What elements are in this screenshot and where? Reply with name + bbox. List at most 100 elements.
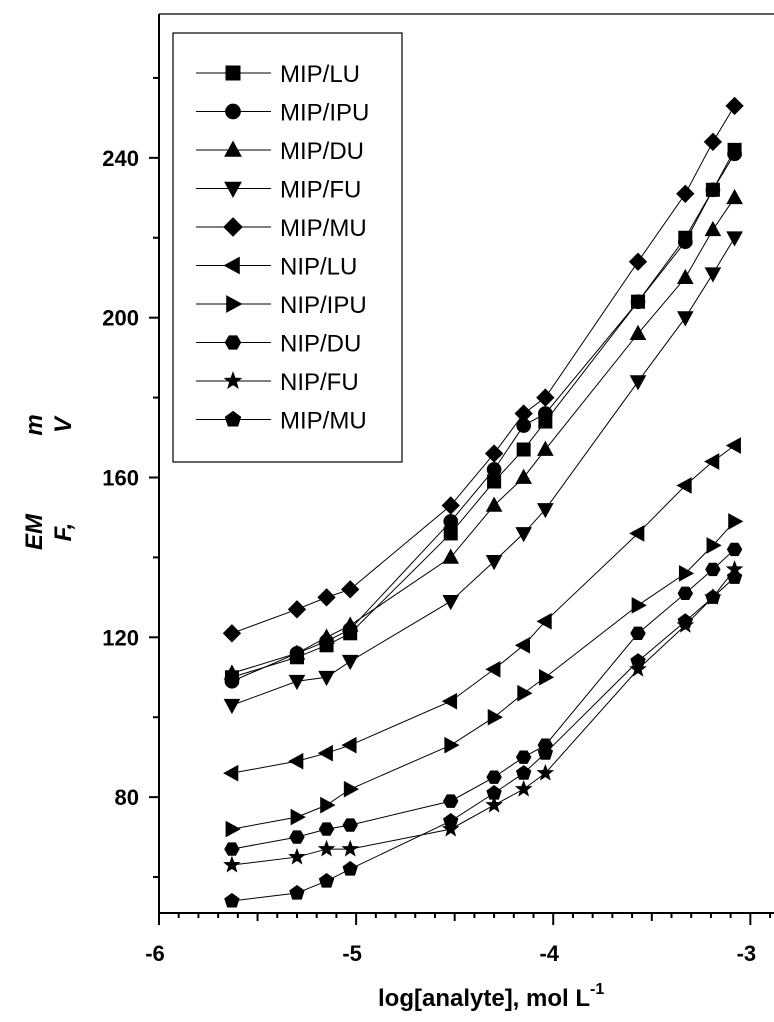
data-point-series-6 [223,764,239,782]
data-point-series-4 [515,527,532,543]
series-line-8 [231,549,735,850]
y-tick-label: 240 [102,146,139,171]
data-point-series-8 [726,542,743,557]
data-point-series-10 [289,884,305,900]
data-point-series-10 [537,745,554,760]
series-line-10 [231,577,735,902]
data-point-series-8 [486,770,502,784]
data-point-series-6 [514,636,531,654]
data-point-series-5 [536,388,555,407]
data-point-series-3 [318,628,335,644]
data-point-series-4 [537,503,554,519]
data-point-series-7 [631,597,647,614]
legend-label: MIP/LU [280,61,360,88]
data-point-series-10 [515,765,532,780]
x-tick-label: -5 [342,941,362,966]
data-point-series-7 [343,780,360,798]
data-point-series-9 [341,839,359,857]
data-point-series-6 [441,692,458,710]
data-point-series-4 [223,698,241,715]
axes: 80 120 160 200 240 -6 -5 -4 -3 [102,13,774,966]
data-point-series-3 [629,324,647,340]
data-point-series-2 [443,514,459,529]
legend-label: NIP/IPU [280,292,367,319]
data-point-series-9 [317,839,336,857]
legend-marker [224,181,242,198]
data-point-series-9 [536,763,555,781]
data-point-series-5 [341,580,360,599]
series-markers [222,96,744,908]
legend-marker [226,295,243,313]
data-point-series-3 [537,440,554,456]
x-axis-title: log[analyte], mol L-1 [378,981,604,1012]
legend-marker [224,410,242,427]
data-point-series-10 [486,785,502,800]
data-point-series-10 [318,872,335,888]
legend-label: MIP/IPU [280,100,369,127]
legend: MIP/LU MIP/IPU MIP/DU MIP/FU MIP/MU NIP/LU NIP… [172,32,403,463]
data-point-series-4 [704,267,722,283]
data-point-series-1 [443,526,458,541]
data-point-series-3 [485,496,503,512]
data-point-series-7 [706,537,722,554]
y-axis-title-part-2: F, [50,523,77,542]
y-tick-label: 160 [102,465,139,490]
data-point-series-8 [630,626,646,641]
data-point-series-3 [288,644,306,660]
data-point-series-4 [341,654,359,671]
legend-label: NIP/DU [280,331,361,358]
data-point-series-5 [725,96,744,116]
legend-label: MIP/MU [280,408,367,435]
legend-label: NIP/LU [280,254,357,281]
data-point-series-7 [225,820,241,838]
legend-marker [225,65,241,81]
data-point-series-6 [341,736,357,754]
data-point-series-9 [485,795,503,813]
data-point-series-7 [487,708,503,726]
data-point-series-8 [677,586,694,601]
data-point-series-5 [484,444,504,463]
y-tick-label: 80 [115,785,139,810]
data-point-series-10 [726,569,743,584]
data-point-series-5 [514,404,533,423]
legend-marker [225,103,241,120]
axis-labels: log[analyte], mol L-1 EM F, m V [21,414,604,1012]
data-point-series-10 [224,892,240,908]
data-point-series-5 [441,496,460,515]
legend-marker [223,217,243,237]
data-point-series-4 [485,555,503,571]
data-point-series-8 [515,750,532,764]
y-axis-title-part-3: m [21,414,48,435]
data-point-series-10 [705,589,721,604]
y-axis-title-part-4: V [50,415,77,433]
data-point-series-5 [222,624,242,643]
legend-marker [224,140,242,157]
data-point-series-5 [287,600,307,619]
data-point-series-5 [317,588,336,607]
data-point-series-2 [538,406,553,421]
data-point-series-8 [224,842,240,856]
data-point-series-4 [629,375,647,391]
data-point-series-5 [628,252,648,271]
data-point-series-6 [288,752,304,770]
data-point-series-6 [629,525,645,542]
x-axis-title-main: log[analyte], mol L [378,985,590,1012]
y-tick-label: 120 [102,625,139,650]
data-point-series-10 [342,860,358,876]
data-point-series-9 [629,660,647,677]
legend-label: MIP/DU [280,138,364,165]
data-point-series-5 [703,132,723,152]
x-axis-title-superscript: -1 [590,981,604,998]
data-point-series-6 [536,613,552,630]
legend-label: NIP/FU [280,369,359,396]
data-point-series-10 [677,613,693,628]
data-point-series-4 [442,594,460,611]
x-tick-label: -3 [737,941,757,966]
data-point-series-7 [728,513,744,530]
data-point-series-4 [288,674,306,691]
series-line-9 [231,569,735,866]
data-point-series-10 [443,813,459,828]
data-point-series-7 [517,684,533,702]
data-point-series-7 [320,796,336,814]
